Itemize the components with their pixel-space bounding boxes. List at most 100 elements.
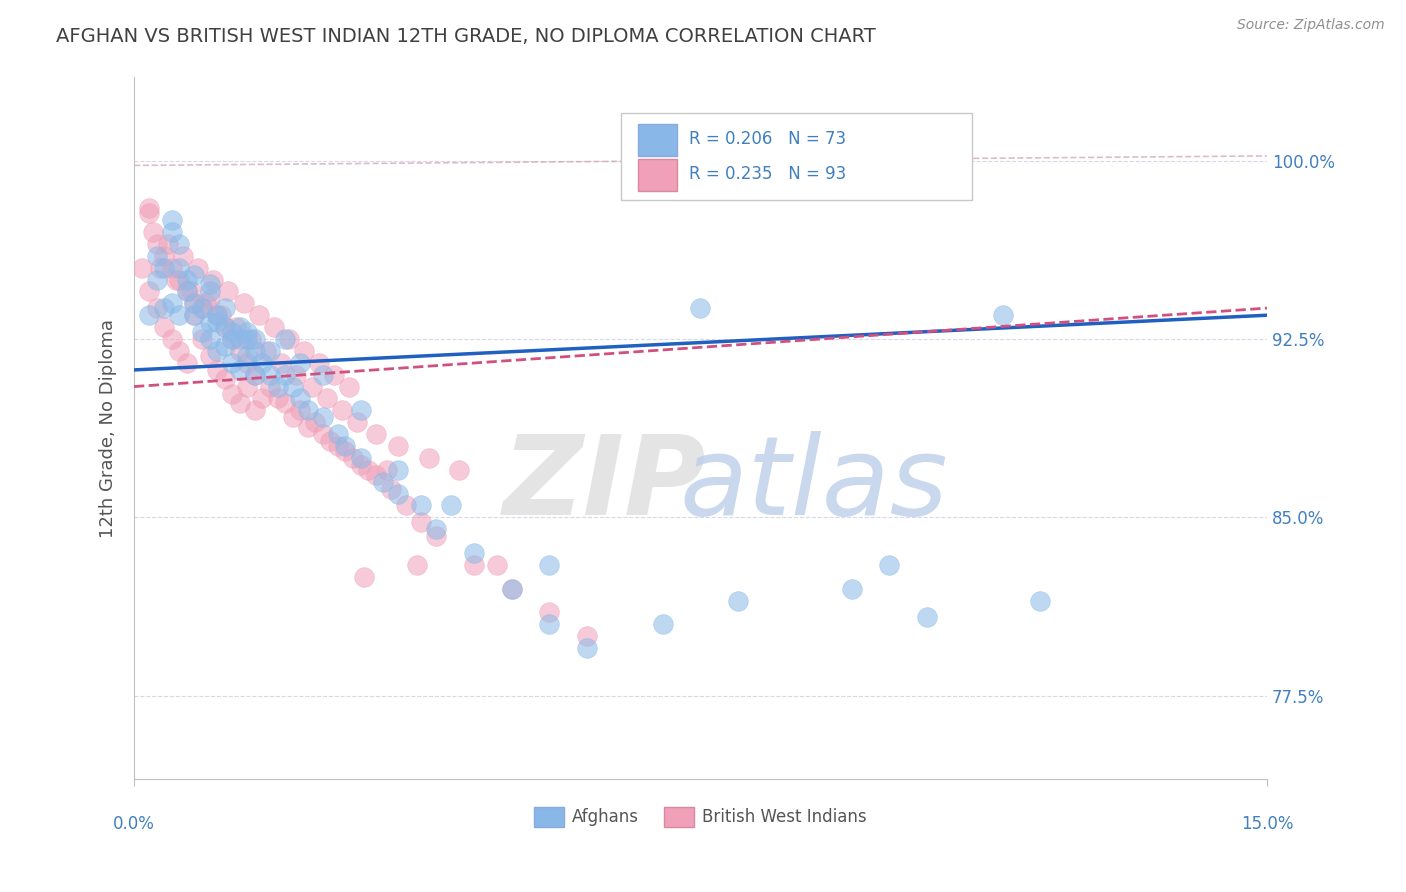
- Point: [991, 308, 1014, 322]
- Point: [145, 272, 167, 286]
- Point: [277, 332, 299, 346]
- Point: [353, 570, 375, 584]
- Point: [357, 463, 380, 477]
- Text: R = 0.235   N = 93: R = 0.235 N = 93: [689, 165, 846, 183]
- Point: [153, 249, 176, 263]
- Point: [259, 379, 281, 393]
- Point: [217, 285, 239, 299]
- Point: [380, 482, 402, 496]
- Point: [335, 443, 357, 458]
- Point: [538, 606, 561, 620]
- Y-axis label: 12th Grade, No Diploma: 12th Grade, No Diploma: [100, 318, 117, 538]
- Point: [274, 368, 297, 382]
- Point: [447, 463, 470, 477]
- Point: [538, 617, 561, 632]
- Point: [191, 301, 214, 315]
- Point: [915, 610, 938, 624]
- Point: [281, 410, 304, 425]
- Point: [183, 296, 205, 310]
- Point: [326, 427, 349, 442]
- Point: [841, 582, 863, 596]
- FancyBboxPatch shape: [638, 159, 676, 191]
- Point: [236, 332, 259, 346]
- Point: [335, 439, 357, 453]
- Point: [259, 343, 281, 358]
- Point: [409, 515, 432, 529]
- Point: [176, 356, 198, 370]
- Point: [221, 332, 243, 346]
- Point: [214, 320, 236, 334]
- Point: [326, 439, 349, 453]
- Text: 15.0%: 15.0%: [1240, 814, 1294, 832]
- FancyBboxPatch shape: [621, 112, 973, 200]
- Point: [198, 349, 221, 363]
- Point: [198, 277, 221, 292]
- Point: [221, 332, 243, 346]
- Point: [418, 450, 440, 465]
- Point: [214, 301, 236, 315]
- Point: [232, 296, 254, 310]
- Point: [266, 379, 288, 393]
- Point: [160, 213, 183, 227]
- Point: [183, 268, 205, 282]
- Point: [290, 392, 312, 406]
- Point: [266, 392, 288, 406]
- Point: [240, 332, 263, 346]
- Point: [209, 308, 232, 322]
- Point: [243, 332, 266, 346]
- Point: [205, 363, 228, 377]
- Point: [304, 415, 326, 429]
- Point: [463, 558, 485, 572]
- Point: [409, 499, 432, 513]
- Point: [312, 368, 335, 382]
- Point: [229, 320, 252, 334]
- Point: [169, 260, 191, 275]
- Point: [205, 343, 228, 358]
- Point: [274, 396, 297, 410]
- Point: [501, 582, 523, 596]
- Point: [236, 356, 259, 370]
- Point: [205, 315, 228, 329]
- Point: [274, 332, 297, 346]
- Point: [205, 308, 228, 322]
- Point: [149, 260, 172, 275]
- Point: [142, 225, 165, 239]
- Point: [259, 368, 281, 382]
- Point: [395, 499, 418, 513]
- Point: [145, 301, 167, 315]
- Point: [1029, 593, 1052, 607]
- Point: [145, 249, 167, 263]
- Point: [165, 272, 187, 286]
- Point: [176, 285, 198, 299]
- Point: [301, 379, 323, 393]
- Point: [236, 379, 259, 393]
- Point: [364, 427, 387, 442]
- Point: [221, 325, 243, 339]
- Point: [176, 285, 198, 299]
- Point: [290, 356, 312, 370]
- Point: [387, 486, 409, 500]
- Point: [330, 403, 353, 417]
- Point: [153, 301, 176, 315]
- Point: [576, 629, 599, 643]
- Point: [191, 332, 214, 346]
- Point: [194, 296, 217, 310]
- Point: [153, 320, 176, 334]
- Point: [214, 320, 236, 334]
- Point: [176, 272, 198, 286]
- Point: [292, 343, 315, 358]
- Text: AFGHAN VS BRITISH WEST INDIAN 12TH GRADE, NO DIPLOMA CORRELATION CHART: AFGHAN VS BRITISH WEST INDIAN 12TH GRADE…: [56, 27, 876, 45]
- Point: [138, 285, 160, 299]
- Point: [183, 296, 205, 310]
- Point: [229, 343, 252, 358]
- Point: [349, 458, 371, 472]
- Point: [183, 308, 205, 322]
- Point: [270, 356, 292, 370]
- Point: [290, 403, 312, 417]
- Point: [191, 325, 214, 339]
- Point: [485, 558, 508, 572]
- Point: [214, 372, 236, 386]
- Point: [387, 463, 409, 477]
- Point: [236, 349, 259, 363]
- Point: [323, 368, 346, 382]
